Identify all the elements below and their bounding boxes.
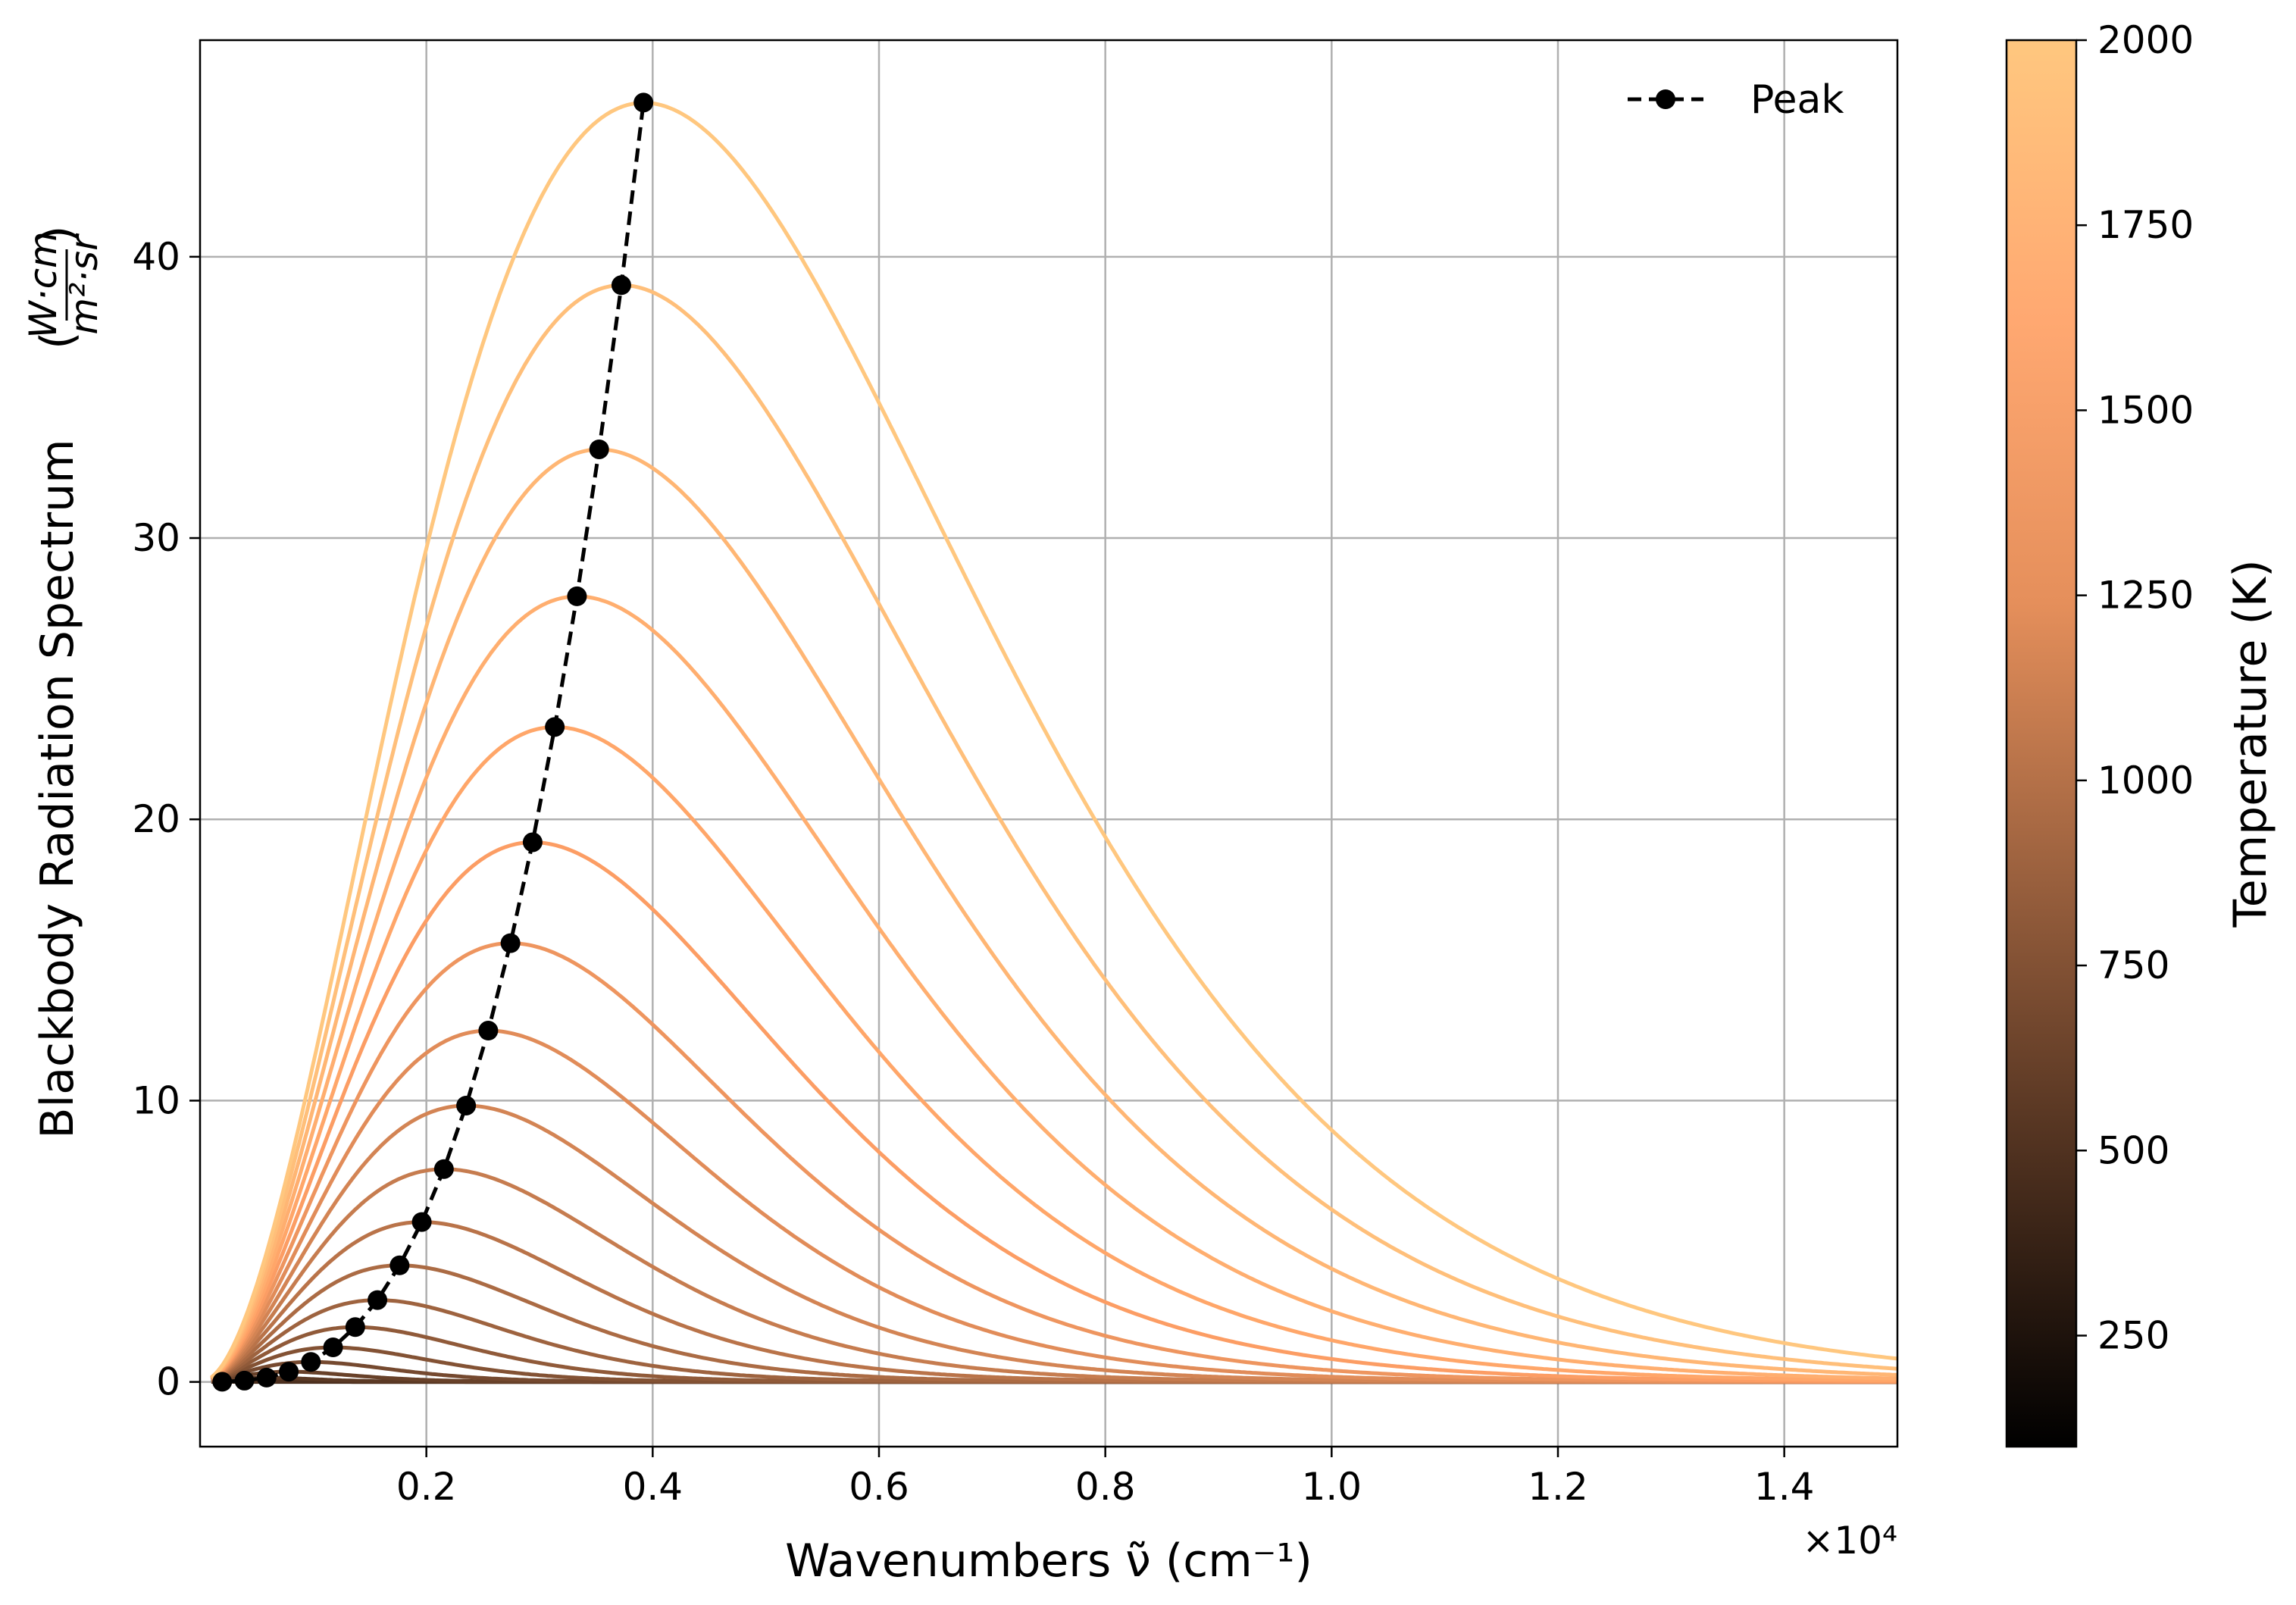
colorbar-tick-label: 500 <box>2097 1128 2169 1172</box>
peak-point <box>368 1290 388 1310</box>
legend-peak-label: Peak <box>1750 77 1844 123</box>
peak-point <box>323 1338 343 1358</box>
peak-point <box>500 933 521 953</box>
peak-point <box>456 1095 477 1115</box>
peak-point <box>234 1370 255 1391</box>
x-scale-label: ×10⁴ <box>1802 1519 1897 1563</box>
grid <box>200 40 1897 1447</box>
peak-point <box>589 439 609 459</box>
x-tick-label: 1.0 <box>1302 1465 1362 1509</box>
temperature-curves <box>210 101 1897 1384</box>
x-tick-label: 0.8 <box>1075 1465 1136 1509</box>
peak-point <box>212 1372 233 1392</box>
temperature-curve <box>210 101 1897 1379</box>
x-tick-label: 0.6 <box>849 1465 909 1509</box>
x-tick-label: 0.4 <box>623 1465 683 1509</box>
y-tick-label: 20 <box>132 797 180 841</box>
peak-point <box>545 717 565 737</box>
legend: Peak <box>1628 77 1844 123</box>
x-tick-label: 1.2 <box>1528 1465 1588 1509</box>
colorbar-gradient <box>2005 39 2078 1448</box>
peak-point <box>633 92 654 113</box>
colorbar-label: Temperature (K) <box>2224 559 2277 928</box>
y-axis-label-text: Blackbody Radiation Spectrum <box>31 439 84 1138</box>
temperature-curve <box>210 941 1897 1384</box>
x-axis-label: Wavenumbers ν̃ (cm⁻¹) <box>785 1535 1312 1588</box>
peak-series <box>212 92 654 1392</box>
peak-point <box>433 1159 454 1179</box>
y-axis-units: ( W·cm m²·sr ) <box>21 226 106 349</box>
temperature-curve <box>210 594 1897 1381</box>
peak-point <box>279 1362 299 1382</box>
peak-point <box>478 1021 499 1041</box>
temperature-curve <box>210 724 1897 1383</box>
colorbar-tick-label: 750 <box>2097 943 2169 987</box>
peak-point <box>611 275 631 296</box>
units-numerator: W·cm <box>21 231 65 339</box>
x-tick-label: 1.4 <box>1754 1465 1815 1509</box>
y-axis-label: Blackbody Radiation Spectrum ( W·cm m²·s… <box>21 226 106 1139</box>
colorbar-tick-label: 1000 <box>2097 759 2194 802</box>
axis-ticks: 0.2 0.4 0.6 0.8 1.0 1.2 1.4 0 10 20 30 40 <box>132 235 1814 1509</box>
colorbar: 250 500 750 1000 1250 1500 1750 2000 Temperatur… <box>2005 18 2277 1448</box>
units-paren-close: ) <box>31 226 84 243</box>
peak-point <box>345 1317 365 1338</box>
temperature-curve <box>210 283 1897 1379</box>
peak-point <box>256 1367 277 1388</box>
peak-point <box>389 1255 410 1275</box>
plot-frame <box>199 39 1899 1448</box>
temperature-curve <box>210 447 1897 1380</box>
peak-point <box>567 586 587 606</box>
colorbar-tick-label: 1250 <box>2097 574 2194 618</box>
x-tick-label: 0.2 <box>396 1465 457 1509</box>
y-tick-label: 10 <box>132 1078 180 1122</box>
temperature-curve <box>210 1028 1897 1384</box>
y-tick-label: 30 <box>132 516 180 560</box>
colorbar-ticks: 250 500 750 1000 1250 1500 1750 2000 <box>2076 18 2194 1357</box>
peak-point <box>522 832 543 853</box>
colorbar-tick-label: 1750 <box>2097 203 2194 247</box>
y-tick-label: 0 <box>156 1360 180 1404</box>
temperature-curve <box>210 840 1897 1384</box>
units-paren-open: ( <box>31 332 84 349</box>
colorbar-tick-label: 1500 <box>2097 388 2194 432</box>
peak-point <box>301 1352 321 1372</box>
peak-point <box>411 1212 432 1232</box>
temperature-curve <box>210 1103 1897 1384</box>
units-denominator: m²·sr <box>62 233 106 335</box>
colorbar-tick-label: 2000 <box>2097 18 2194 62</box>
colorbar-tick-label: 250 <box>2097 1313 2169 1357</box>
y-tick-label: 40 <box>132 235 180 279</box>
legend-peak-marker <box>1656 89 1675 109</box>
